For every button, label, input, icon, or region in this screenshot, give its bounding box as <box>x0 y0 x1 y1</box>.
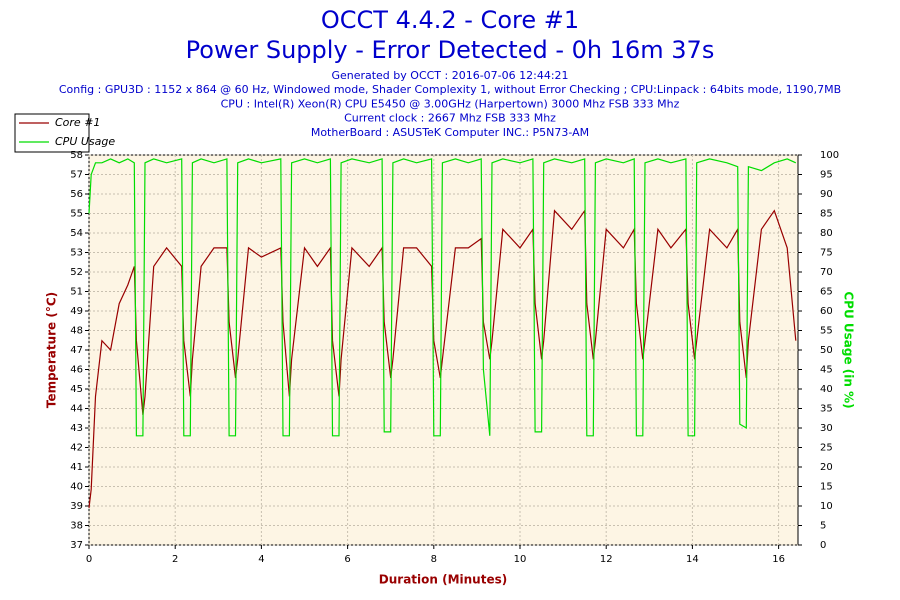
y-tick-label: 52 <box>70 267 83 278</box>
y2-tick-label: 45 <box>820 365 833 376</box>
x-tick-label: 6 <box>344 554 350 565</box>
legend-label: CPU Usage <box>55 135 115 148</box>
y2-tick-label: 15 <box>820 482 833 493</box>
y2-tick-label: 75 <box>820 248 833 259</box>
y-tick-label: 51 <box>70 287 83 298</box>
y2-tick-label: 40 <box>820 384 833 395</box>
y-tick-label: 46 <box>70 365 83 376</box>
y-tick-label: 54 <box>70 228 83 239</box>
y-tick-label: 43 <box>70 423 83 434</box>
x-tick-label: 4 <box>258 554 264 565</box>
legend <box>14 113 90 153</box>
y2-tick-label: 50 <box>820 345 833 356</box>
info-line: Current clock : 2667 Mhz FSB 333 Mhz <box>344 112 556 125</box>
chart-subtitle: Power Supply - Error Detected - 0h 16m 3… <box>186 36 715 64</box>
y-tick-label: 45 <box>70 384 83 395</box>
y2-tick-label: 20 <box>820 462 833 473</box>
y2-tick-label: 25 <box>820 443 833 454</box>
y2-tick-label: 65 <box>820 287 833 298</box>
x-axis-label: Duration (Minutes) <box>379 573 507 587</box>
chart-title: OCCT 4.4.2 - Core #1 <box>321 6 579 34</box>
x-tick-label: 10 <box>514 554 527 565</box>
y2-tick-label: 55 <box>820 326 833 337</box>
y2-tick-label: 5 <box>820 521 826 532</box>
x-tick-label: 14 <box>686 554 699 565</box>
x-tick-label: 16 <box>772 554 785 565</box>
y2-tick-label: 35 <box>820 404 833 415</box>
y-tick-label: 38 <box>70 521 83 532</box>
y-tick-label: 42 <box>70 443 83 454</box>
y-tick-label: 58 <box>70 150 83 161</box>
info-line: CPU : Intel(R) Xeon(R) CPU E5450 @ 3.00G… <box>221 97 680 110</box>
info-line: MotherBoard : ASUSTeK Computer INC.: P5N… <box>311 126 589 139</box>
series-line <box>88 208 797 508</box>
y2-tick-label: 10 <box>820 501 833 512</box>
y-tick-label: 49 <box>70 306 83 317</box>
y-tick-label: 48 <box>70 326 83 337</box>
y2-tick-label: 85 <box>820 209 833 220</box>
y-tick-label: 56 <box>70 189 83 200</box>
info-line: Config : GPU3D : 1152 x 864 @ 60 Hz, Win… <box>59 83 841 96</box>
y2-tick-label: 100 <box>820 150 839 161</box>
y2-tick-label: 80 <box>820 228 833 239</box>
y2-tick-label: 30 <box>820 423 833 434</box>
y2-axis-label: CPU Usage (in %) <box>842 291 856 408</box>
y-tick-label: 41 <box>70 462 83 473</box>
legend-label: Core #1 <box>55 116 100 129</box>
y2-tick-label: 95 <box>820 170 833 181</box>
y-tick-label: 37 <box>70 540 83 551</box>
x-tick-label: 2 <box>172 554 178 565</box>
y2-tick-label: 0 <box>820 540 826 551</box>
y-tick-label: 53 <box>70 248 83 259</box>
y2-tick-label: 90 <box>820 189 833 200</box>
y-axis-label: Temperature (°C) <box>45 292 59 408</box>
y-tick-label: 57 <box>70 170 83 181</box>
y-tick-label: 44 <box>70 404 83 415</box>
y2-tick-label: 60 <box>820 306 833 317</box>
x-tick-label: 8 <box>431 554 437 565</box>
y-tick-label: 55 <box>70 209 83 220</box>
y2-tick-label: 70 <box>820 267 833 278</box>
series-line <box>88 158 797 437</box>
x-tick-label: 0 <box>86 554 92 565</box>
y-tick-label: 47 <box>70 345 83 356</box>
y-tick-label: 39 <box>70 501 83 512</box>
info-line: Generated by OCCT : 2016-07-06 12:44:21 <box>331 69 568 82</box>
x-tick-label: 12 <box>600 554 613 565</box>
y-tick-label: 40 <box>70 482 83 493</box>
